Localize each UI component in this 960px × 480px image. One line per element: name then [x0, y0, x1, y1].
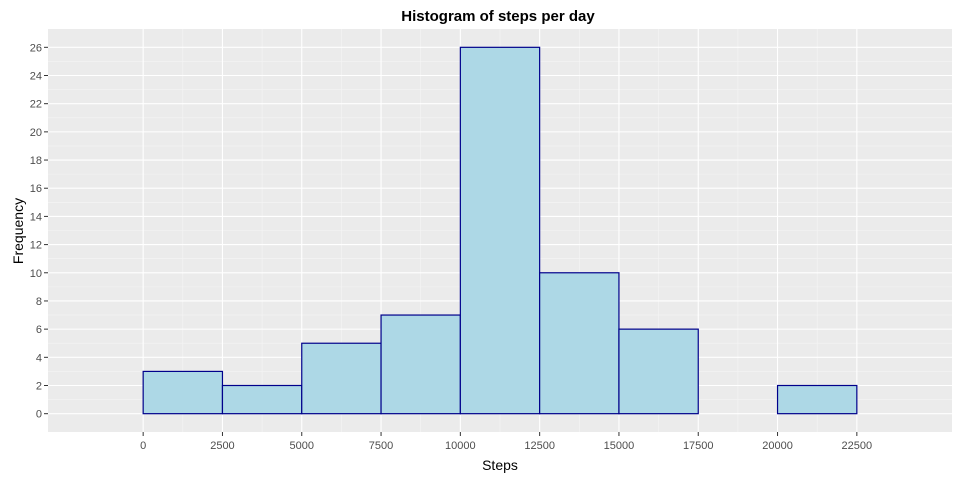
- x-tick-label: 22500: [842, 440, 873, 452]
- x-tick-label: 7500: [369, 440, 393, 452]
- y-tick-label: 8: [36, 296, 42, 308]
- y-tick-label: 12: [30, 240, 42, 252]
- bars: [142, 46, 858, 415]
- x-tick-label: 20000: [762, 440, 793, 452]
- y-tick-label: 26: [30, 42, 42, 54]
- histogram-bar: [142, 370, 224, 415]
- y-axis-title: Frequency: [10, 198, 26, 264]
- y-tick-label: 18: [30, 155, 42, 167]
- y-tick-label: 4: [36, 352, 42, 364]
- x-tick-label: 12500: [524, 440, 555, 452]
- x-tick-label: 5000: [290, 440, 314, 452]
- y-tick-label: 2: [36, 381, 42, 393]
- y-tick-label: 20: [30, 127, 42, 139]
- x-tick-label: 0: [140, 440, 146, 452]
- x-axis-title: Steps: [482, 457, 518, 473]
- y-tick-label: 16: [30, 183, 42, 195]
- histogram-bar: [301, 342, 382, 415]
- x-tick-label: 2500: [210, 440, 234, 452]
- y-tick-label: 14: [30, 211, 42, 223]
- histogram-bar: [380, 314, 461, 415]
- x-tick-label: 15000: [604, 440, 635, 452]
- histogram-bar: [618, 328, 699, 415]
- histogram-bar: [776, 384, 858, 415]
- histogram-bar: [539, 272, 620, 415]
- y-tick-label: 0: [36, 409, 42, 421]
- y-tick-label: 6: [36, 324, 42, 336]
- y-tick-label: 24: [30, 71, 42, 83]
- chart-title: Histogram of steps per day: [401, 8, 595, 25]
- x-axis: 0 2500 5000 7500 10000 12500 15000 17500 20000 22…: [140, 432, 872, 452]
- x-tick-label: 10000: [445, 440, 476, 452]
- y-tick-label: 22: [30, 99, 42, 111]
- histogram-bar: [459, 46, 541, 415]
- histogram-bar: [221, 384, 303, 415]
- y-tick-label: 10: [30, 268, 42, 280]
- x-tick-label: 17500: [683, 440, 714, 452]
